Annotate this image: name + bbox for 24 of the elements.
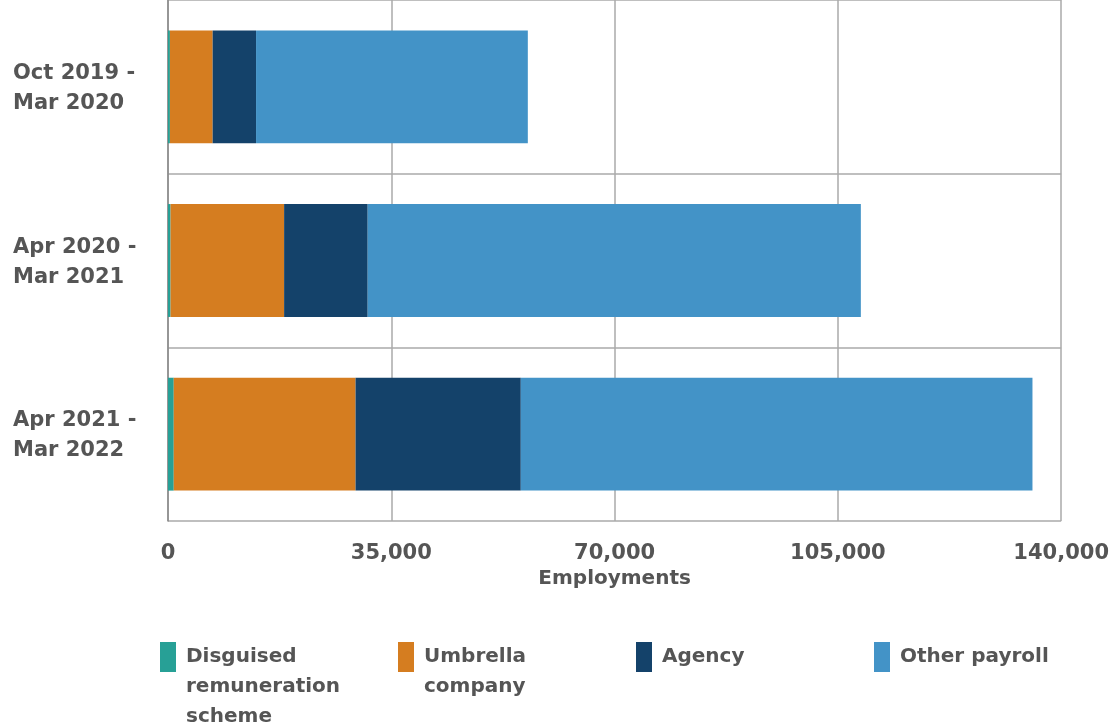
x-tick-label: 105,000 xyxy=(790,539,886,564)
y-tick-label: Oct 2019 - Mar 2020 xyxy=(13,59,136,114)
legend-label: Other payroll xyxy=(900,642,1050,669)
y-tick-label: Apr 2021 - Mar 2022 xyxy=(13,407,137,462)
x-axis-title: Employments xyxy=(538,564,691,589)
x-tick-label: 0 xyxy=(160,539,176,564)
legend-label: Umbrella company xyxy=(424,642,528,699)
y-tick-label: Apr 2020 - Mar 2021 xyxy=(13,233,137,288)
bar xyxy=(169,30,213,144)
bar xyxy=(168,377,174,491)
x-tick-label: 140,000 xyxy=(1013,539,1109,564)
bar xyxy=(170,204,285,317)
legend-label: Agency xyxy=(662,642,746,669)
bar xyxy=(173,377,356,491)
x-tick-label: 35,000 xyxy=(350,539,432,564)
bar xyxy=(212,30,257,144)
bar xyxy=(168,204,171,317)
legend-label: Disguised remuneration scheme xyxy=(186,642,342,727)
x-tick-label: 70,000 xyxy=(574,539,656,564)
bar xyxy=(284,204,368,317)
bar xyxy=(367,204,861,317)
bar xyxy=(355,377,521,491)
bar xyxy=(520,377,1033,491)
bar xyxy=(256,30,528,144)
